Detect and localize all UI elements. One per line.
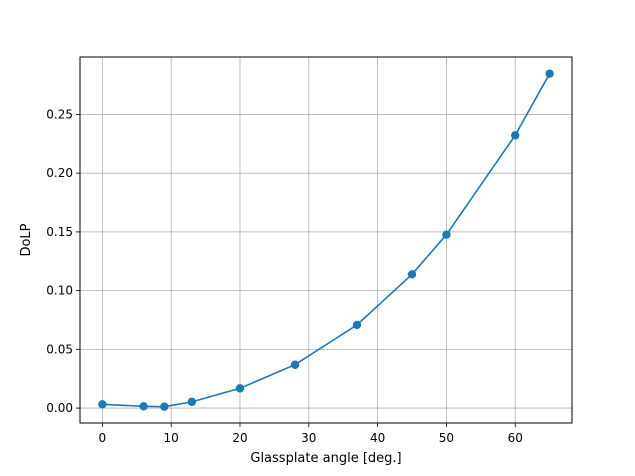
- y-tick-label: 0.15: [46, 225, 73, 239]
- data-point: [352, 320, 362, 330]
- data-point: [407, 270, 417, 279]
- tick-layer: 0 10 20 30 40 50 60 0.00 0.05 0.10 0.15 0.20 0.25: [46, 107, 523, 445]
- data-point: [139, 402, 148, 411]
- data-point: [187, 397, 197, 407]
- x-tick-label: 40: [370, 431, 385, 445]
- data-point: [545, 69, 554, 78]
- data-point: [442, 230, 451, 239]
- x-tick-label: 60: [508, 431, 523, 445]
- y-tick-label: 0.05: [46, 342, 73, 356]
- x-tick-label: 20: [232, 431, 247, 445]
- y-tick-label: 0.00: [46, 401, 73, 415]
- data-layer: [98, 69, 554, 411]
- data-point: [290, 360, 300, 369]
- plot-frame: [79, 56, 573, 424]
- x-tick-label: 10: [164, 431, 179, 445]
- y-tick-label: 0.10: [46, 284, 73, 298]
- data-point: [160, 402, 169, 411]
- x-tick-label: 0: [99, 431, 107, 445]
- y-tick-label: 0.25: [46, 107, 73, 121]
- x-tick-label: 50: [439, 431, 454, 445]
- data-point: [98, 400, 107, 409]
- data-point: [235, 384, 245, 393]
- y-tick-label: 0.20: [46, 166, 73, 180]
- grid-layer: [80, 57, 572, 423]
- x-tick-label: 30: [301, 431, 316, 445]
- y-axis-label: DoLP: [19, 223, 34, 256]
- data-point: [511, 131, 520, 140]
- x-axis-label: Glassplate angle [deg.]: [250, 451, 401, 466]
